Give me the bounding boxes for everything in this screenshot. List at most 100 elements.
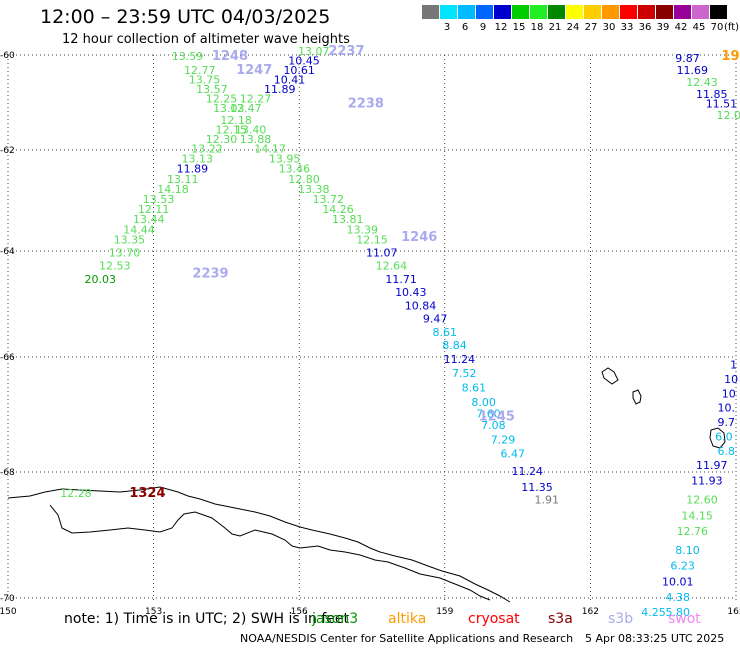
- pass-time-label: 2237: [328, 44, 364, 59]
- wave-height-value: 12.11: [138, 203, 170, 216]
- wave-height-value: 12.18: [220, 114, 252, 127]
- legend-swatch: [602, 5, 619, 19]
- legend-bin-label: 12: [494, 22, 508, 33]
- legend-swatch: [638, 5, 655, 19]
- wave-height-value: 12.47: [230, 102, 262, 115]
- legend-bin-label: 39: [656, 22, 670, 33]
- wave-height-value: 6.8: [718, 445, 736, 458]
- axis-tick-labels: 150 153 156 159 162 165 -60 -62 -64 -66 -68 -70: [0, 51, 740, 617]
- pass-time-label: 2238: [348, 96, 384, 111]
- footer-note: note: 1) Time is in UTC; 2) SWH is in fe…: [64, 611, 350, 627]
- lat-tick-label: -60: [0, 51, 15, 61]
- wave-height-value: 13.35: [114, 233, 146, 246]
- legend-bin-label: 30: [602, 22, 616, 33]
- satellite-name-altika: altika: [388, 611, 427, 627]
- wave-height-value: 10.41: [274, 74, 306, 87]
- coastline-mainland: [7, 486, 511, 603]
- legend-bin-label: 27: [584, 22, 598, 33]
- legend-bin-label: 21: [548, 22, 562, 33]
- legend-swatch: [494, 5, 511, 19]
- wave-height-value: 7.08: [481, 419, 506, 432]
- island-2: [632, 389, 642, 405]
- lat-tick-label: -62: [0, 146, 15, 156]
- satellite-name-jason3: jason3: [312, 611, 359, 627]
- wave-height-value: 10.01: [662, 575, 694, 588]
- wave-height-value: 11.93: [691, 475, 723, 488]
- wave-height-value: 10.43: [395, 286, 427, 299]
- map-title: 12:00 – 23:59 UTC 04/03/2025: [40, 6, 331, 28]
- wave-height-value: 9.7: [718, 416, 736, 429]
- lat-lon-grid: [7, 54, 737, 600]
- wave-height-value: 12.53: [99, 260, 131, 273]
- wave-height-value: 10.84: [405, 299, 437, 312]
- wave-height-value: 13.81: [332, 213, 364, 226]
- lat-tick-label: -66: [0, 353, 15, 363]
- satellite-name-cryosat: cryosat: [468, 611, 520, 627]
- wave-height-value: 1.91: [534, 494, 559, 507]
- wave-height-value: 12.15: [216, 123, 248, 136]
- legend-swatch: [440, 5, 457, 19]
- wave-height-value: 13.95: [269, 153, 301, 166]
- wave-height-value: 14.26: [322, 203, 354, 216]
- wave-height-value: 5.80: [666, 606, 691, 619]
- wave-height-value: 13.40: [235, 123, 267, 136]
- legend-bin-label: 3: [443, 22, 451, 33]
- legend-swatch: [620, 5, 637, 19]
- legend-swatch: [548, 5, 565, 19]
- wave-height-value: 13.88: [240, 133, 272, 146]
- legend-swatch: [530, 5, 547, 19]
- satellite-name-s3b: s3b: [608, 611, 634, 627]
- wave-height-value: 10: [722, 387, 736, 400]
- satellite-name-swot: swot: [668, 611, 701, 627]
- wave-height-value: 11.69: [677, 64, 709, 77]
- wave-height-value: 7.52: [452, 367, 477, 380]
- wave-height-value: 12.43: [686, 76, 718, 89]
- wave-height-value: 12.64: [376, 260, 408, 273]
- lon-tick-label: 165: [727, 607, 740, 617]
- wave-height-value: 6.0: [715, 430, 733, 443]
- satellite-name-s3a: s3a: [548, 611, 573, 627]
- wave-height-value: 11.24: [444, 353, 476, 366]
- wave-height-value: 6.47: [500, 448, 525, 461]
- wave-height-value: 9.47: [423, 313, 448, 326]
- wave-height-value: 12.77: [184, 64, 216, 77]
- legend-bin-label: 15: [512, 22, 526, 33]
- pass-time-label: 1246: [401, 230, 437, 245]
- lon-tick-label: 159: [436, 607, 453, 617]
- wave-height-value: 8.61: [433, 326, 458, 339]
- legend-swatch: [656, 5, 673, 19]
- wave-height-value: 12.25: [206, 93, 238, 106]
- wave-height-value: 12.28: [60, 487, 92, 500]
- legend-swatch: [476, 5, 493, 19]
- wave-height-value: 8.61: [462, 382, 487, 395]
- generated-timestamp: 5 Apr 08:33:25 UTC 2025: [585, 632, 725, 645]
- wave-height-value: 13.38: [298, 183, 330, 196]
- credit-line: NOAA/NESDIS Center for Satellite Applica…: [240, 632, 574, 645]
- legend-bin-label: 36: [638, 22, 652, 33]
- wave-height-value: 14.44: [123, 223, 155, 236]
- lat-tick-label: -64: [0, 247, 15, 257]
- pass-time-label: 1247: [236, 63, 272, 78]
- wave-height-value: 13.39: [347, 223, 379, 236]
- legend-swatch: [566, 5, 583, 19]
- legend-swatch: [458, 5, 475, 19]
- wave-height-value: 11.85: [696, 88, 728, 101]
- legend-unit-label: (ft): [724, 22, 740, 33]
- wave-height-value: 13.22: [191, 143, 223, 156]
- wave-height-value: 13.03: [213, 102, 245, 115]
- wave-height-value: 7.29: [491, 433, 516, 446]
- wave-height-value: 4.25: [641, 606, 666, 619]
- lon-tick-label: 156: [291, 607, 308, 617]
- wave-height-value: 11.24: [512, 465, 544, 478]
- lat-tick-label: -68: [0, 468, 15, 478]
- wave-height-value: 7.60: [476, 407, 501, 420]
- wave-height-value: 12.30: [206, 133, 238, 146]
- wave-height-value: 8.10: [675, 544, 700, 557]
- legend-bin-label: 24: [566, 22, 580, 33]
- lon-tick-label: 162: [582, 607, 599, 617]
- wave-height-value: 8.84: [442, 339, 467, 352]
- wave-height-value: 10.45: [288, 55, 320, 68]
- lat-tick-label: -70: [0, 594, 15, 604]
